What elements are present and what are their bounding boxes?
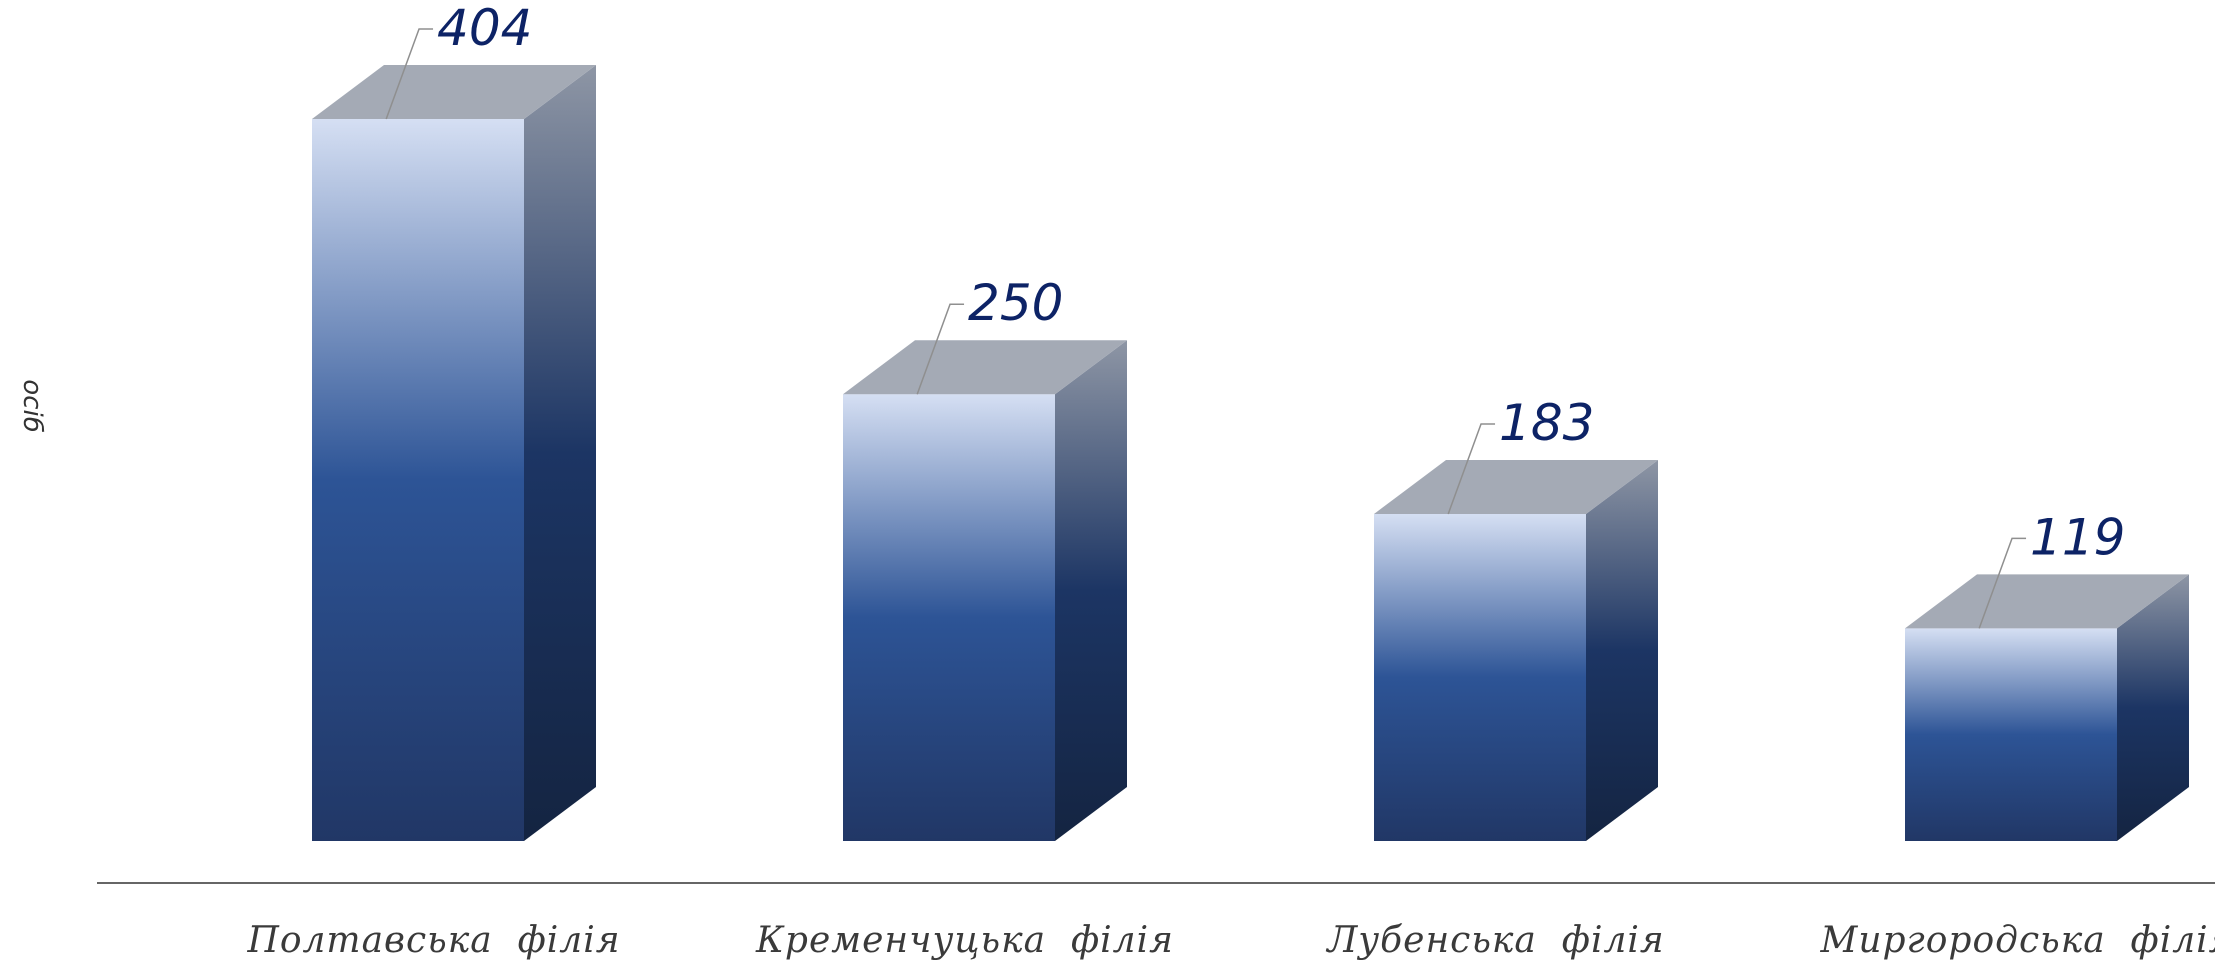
value-label: 119	[2030, 508, 2125, 566]
bar	[1374, 459, 1658, 841]
category-label: Миргородська філія	[1819, 920, 2215, 961]
bar	[1905, 574, 2189, 841]
y-axis-label: осіб	[17, 379, 47, 432]
bar-front-face	[843, 394, 1055, 841]
bar-side-face	[2117, 574, 2189, 841]
bar-front-face	[312, 119, 524, 841]
bar-side-face	[1055, 340, 1127, 841]
category-label: Кременчуцька філія	[755, 920, 1174, 961]
bars-group	[312, 65, 2189, 841]
bar-top-face	[312, 65, 596, 119]
category-label: Лубенська філія	[1325, 920, 1665, 961]
value-label: 250	[968, 274, 1063, 332]
bar-front-face	[1905, 628, 2117, 841]
bar-top-face	[1905, 574, 2189, 629]
bar	[312, 65, 596, 841]
value-leader-line	[385, 28, 434, 120]
bar-top-face	[1374, 459, 1658, 514]
bar-side-face	[1586, 459, 1658, 841]
bar	[843, 340, 1127, 841]
value-labels-group: 404 250 183 119	[385, 0, 2125, 629]
bar-top-face	[843, 340, 1127, 395]
value-leader-line	[1447, 423, 1496, 515]
value-leader-line	[916, 303, 965, 395]
value-leader-line	[1978, 537, 2027, 629]
bar-side-face	[524, 65, 596, 841]
value-label: 404	[437, 0, 532, 57]
value-label: 183	[1499, 394, 1594, 452]
category-label: Полтавська філія	[246, 920, 620, 961]
category-labels-group: Полтавська філія Кременчуцька філія Лубенс…	[246, 920, 2215, 961]
bar-front-face	[1374, 513, 1586, 841]
